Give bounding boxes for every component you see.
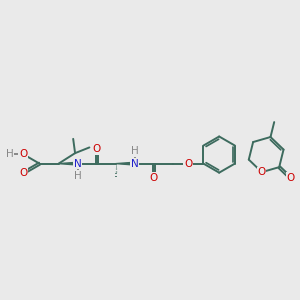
Text: O: O xyxy=(19,149,27,159)
Polygon shape xyxy=(116,162,135,165)
Text: O: O xyxy=(184,159,192,169)
Text: H: H xyxy=(6,149,14,159)
Polygon shape xyxy=(58,162,78,165)
Text: O: O xyxy=(258,167,266,177)
Text: O: O xyxy=(93,144,101,154)
Text: H: H xyxy=(74,171,82,181)
Text: O: O xyxy=(286,173,294,183)
Text: N: N xyxy=(131,159,139,169)
Text: H: H xyxy=(131,146,139,156)
Text: O: O xyxy=(19,168,27,178)
Text: N: N xyxy=(74,159,82,169)
Text: O: O xyxy=(150,173,158,183)
